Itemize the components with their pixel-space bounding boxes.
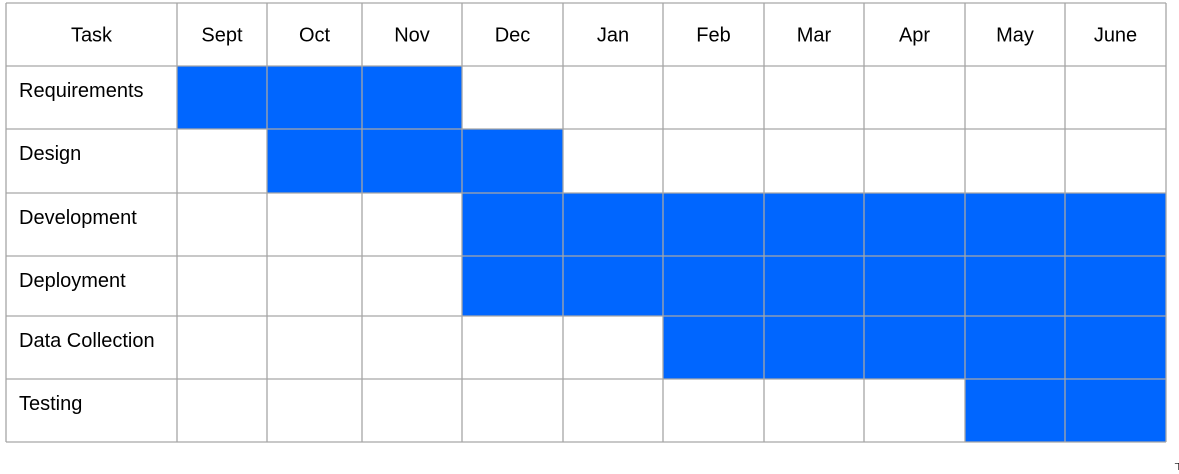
task-label-requirements: Requirements bbox=[19, 80, 144, 102]
month-header-nov: Nov bbox=[394, 25, 430, 47]
task-label-testing: Testing bbox=[19, 393, 82, 415]
month-header-june: June bbox=[1094, 25, 1137, 47]
task-label-data-collection: Data Collection bbox=[19, 330, 155, 352]
task-bar-design bbox=[267, 129, 563, 193]
task-label-development: Development bbox=[19, 207, 137, 229]
month-header-oct: Oct bbox=[299, 25, 331, 47]
month-header-may: May bbox=[996, 25, 1034, 47]
table-labels: Task Sept Oct Nov Dec Jan Feb Mar Apr May June Req… bbox=[19, 25, 1137, 416]
table-grid bbox=[5, 2, 1167, 443]
task-label-deployment: Deployment bbox=[19, 270, 126, 292]
task-bar-requirements bbox=[177, 66, 462, 129]
stray-mark: ⊤ bbox=[1174, 462, 1179, 473]
header-task: Task bbox=[71, 25, 113, 47]
task-bars bbox=[177, 66, 1166, 442]
month-header-mar: Mar bbox=[797, 25, 832, 47]
task-bar-deployment bbox=[462, 256, 1166, 316]
task-label-design: Design bbox=[19, 143, 81, 165]
month-header-jan: Jan bbox=[597, 25, 629, 47]
task-bar-development bbox=[462, 193, 1166, 256]
month-header-feb: Feb bbox=[696, 25, 730, 47]
month-header-apr: Apr bbox=[899, 25, 930, 47]
task-bar-data-collection bbox=[663, 316, 1166, 379]
month-header-sept: Sept bbox=[201, 25, 243, 47]
month-header-dec: Dec bbox=[495, 25, 531, 47]
